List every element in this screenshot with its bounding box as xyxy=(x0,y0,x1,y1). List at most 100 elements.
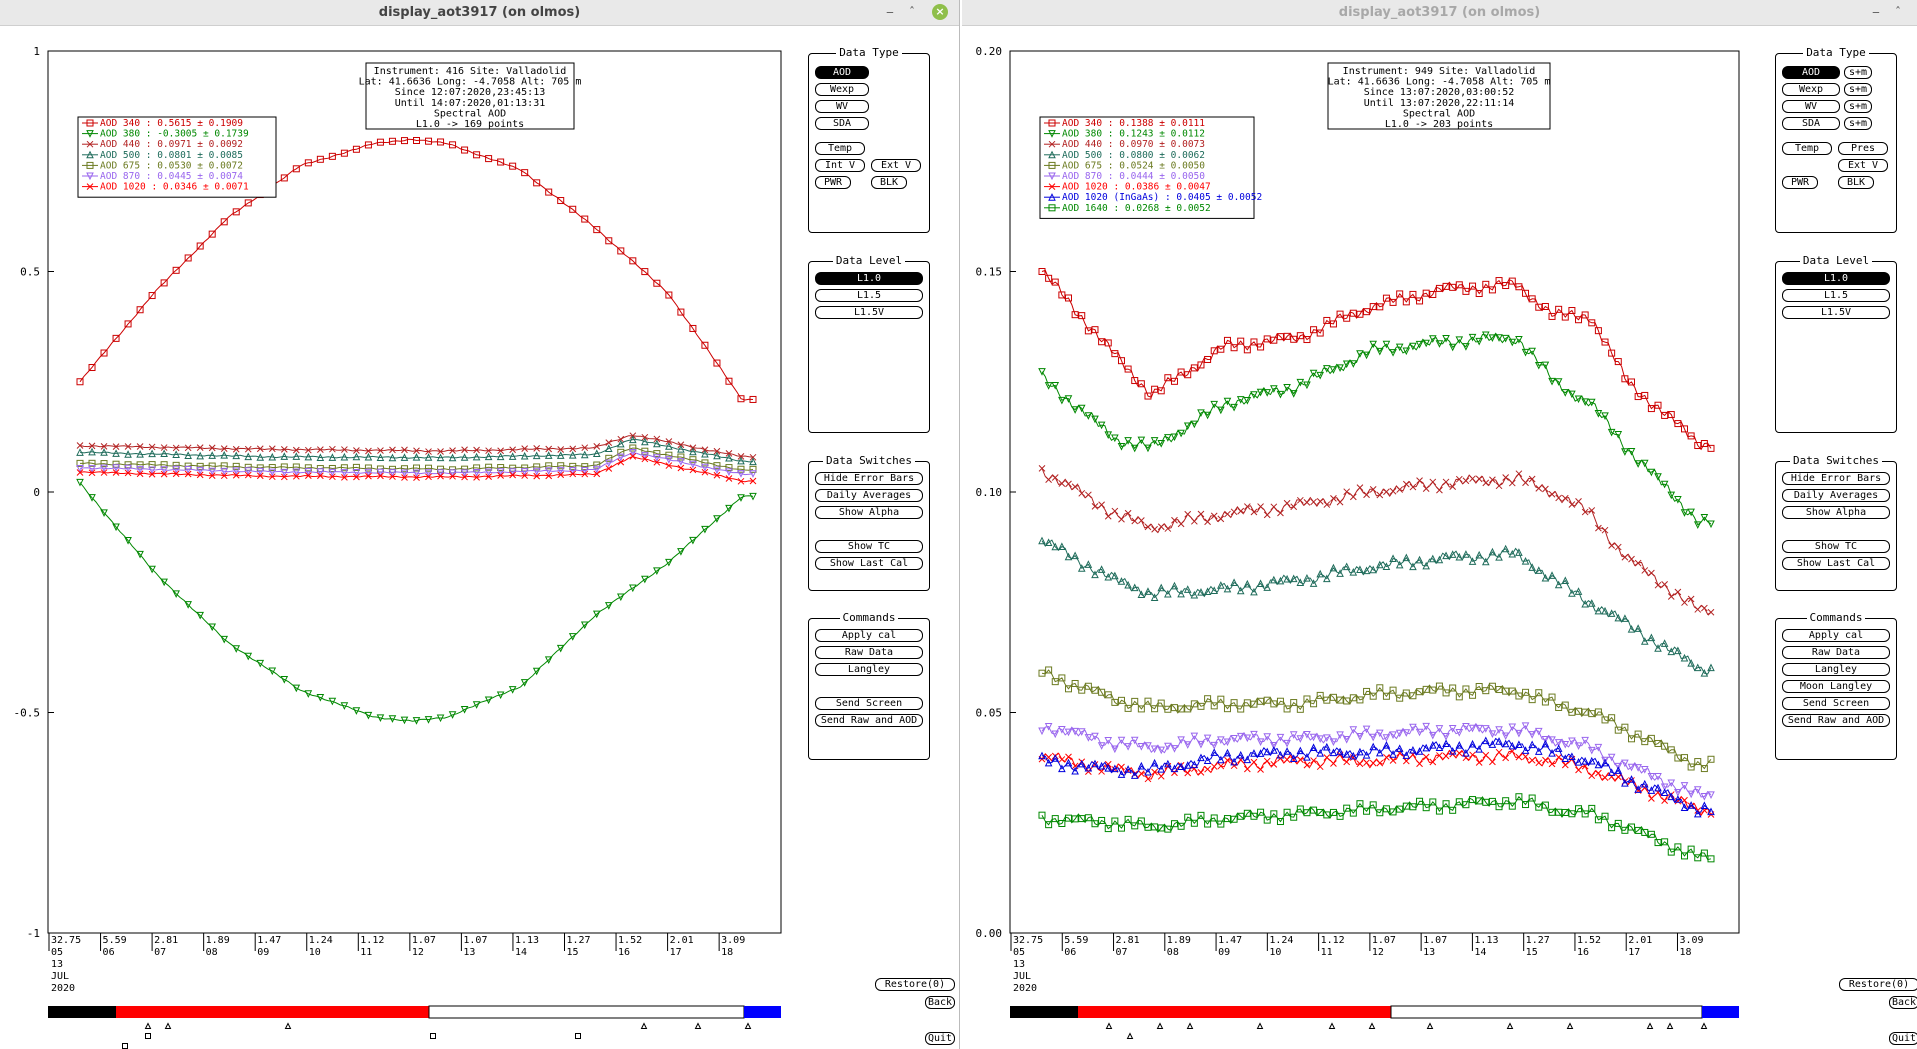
data-type-pwr-button[interactable]: PWR xyxy=(815,176,851,189)
panel-title: Commands xyxy=(1806,611,1866,624)
data-type-aod-button[interactable]: AOD xyxy=(815,66,869,79)
info-line: L1.0 -> 203 points xyxy=(1385,119,1493,130)
apply-cal-button[interactable]: Apply cal xyxy=(1782,629,1890,642)
show-last-cal-button[interactable]: Show Last Cal xyxy=(815,557,923,570)
data-type-ext-v-button[interactable]: Ext V xyxy=(871,159,921,172)
data-level-l1-5v-button[interactable]: L1.5V xyxy=(1782,306,1890,319)
x-tick-hour: 10 xyxy=(309,947,321,958)
sm-sda-button[interactable]: s+m xyxy=(1844,117,1872,130)
info-line: Lat: 41.6636 Long: -4.7058 Alt: 705 m xyxy=(1328,77,1551,88)
restore-button[interactable]: Restore(0) xyxy=(875,978,955,991)
data-type-temp-button[interactable]: Temp xyxy=(815,142,865,155)
x-tick-label: 1.52 xyxy=(1577,935,1601,946)
x-tick-hour: 06 xyxy=(1064,947,1076,958)
x-tick-label: 1.12 xyxy=(1321,935,1345,946)
data-type-aod-button[interactable]: AOD xyxy=(1782,66,1840,79)
data-type-wexp-button[interactable]: Wexp xyxy=(1782,83,1840,96)
info-line: Lat: 41.6636 Long: -4.7058 Alt: 705 m xyxy=(359,77,582,88)
quit-button[interactable]: Quit xyxy=(925,1032,955,1045)
legend-entry: AOD 500 : 0.0800 ± 0.0062 xyxy=(1062,150,1205,161)
legend-entry: AOD 1640 : 0.0268 ± 0.0052 xyxy=(1062,203,1211,214)
time-bar xyxy=(48,1005,781,1019)
x-tick-hour: 09 xyxy=(257,947,269,958)
data-type-ext-v-button[interactable]: Ext V xyxy=(1838,159,1888,172)
panel-title: Data Level xyxy=(832,254,906,267)
hide-error-bars-button[interactable]: Hide Error Bars xyxy=(1782,472,1890,485)
send-screen-button[interactable]: Send Screen xyxy=(1782,697,1890,710)
show-alpha-button[interactable]: Show Alpha xyxy=(1782,506,1890,519)
data-level-l1-5-button[interactable]: L1.5 xyxy=(815,289,923,302)
maximize-icon[interactable]: ˆ xyxy=(1895,5,1901,19)
x-tick-hour: 05 xyxy=(51,947,63,958)
data-type-pres-button[interactable]: Pres xyxy=(1838,142,1888,155)
series-aod-500 xyxy=(76,435,757,466)
data-type-sda-button[interactable]: SDA xyxy=(815,117,869,130)
close-icon[interactable]: × xyxy=(932,4,948,20)
sm-wexp-button[interactable]: s+m xyxy=(1844,83,1872,96)
legend-entry: AOD 675 : 0.0524 ± 0.0050 xyxy=(1062,160,1205,171)
date-label: 13 xyxy=(51,959,63,970)
sm-wv-button[interactable]: s+m xyxy=(1844,100,1872,113)
y-tick-label: 0.15 xyxy=(976,266,1003,279)
hide-error-bars-button[interactable]: Hide Error Bars xyxy=(815,472,923,485)
x-tick-label: 3.09 xyxy=(721,935,745,946)
minimize-icon[interactable]: ‒ xyxy=(1872,5,1880,19)
data-level-l1-5v-button[interactable]: L1.5V xyxy=(815,306,923,319)
date-label: 2020 xyxy=(1013,983,1037,994)
x-tick-hour: 16 xyxy=(1577,947,1589,958)
langley-button[interactable]: Langley xyxy=(815,663,923,676)
legend-entry: AOD 440 : 0.0971 ± 0.0092 xyxy=(100,139,243,150)
time-bar xyxy=(1010,1005,1739,1019)
back-button[interactable]: Back xyxy=(925,996,955,1009)
data-type-sda-button[interactable]: SDA xyxy=(1782,117,1840,130)
legend-entry: AOD 870 : 0.0445 ± 0.0074 xyxy=(100,171,243,182)
x-tick-hour: 13 xyxy=(463,947,475,958)
sm-aod-button[interactable]: s+m xyxy=(1844,66,1872,79)
data-type-wv-button[interactable]: WV xyxy=(1782,100,1840,113)
send-raw-and-aod-button[interactable]: Send Raw and AOD xyxy=(815,714,923,727)
x-tick-hour: 11 xyxy=(1321,947,1333,958)
commands-panel: Commands Apply cal Raw Data Langley Send Scr… xyxy=(808,611,930,760)
info-line: Until 13:07:2020,22:11:14 xyxy=(1364,98,1515,109)
show-last-cal-button[interactable]: Show Last Cal xyxy=(1782,557,1890,570)
x-tick-label: 1.13 xyxy=(1474,935,1498,946)
raw-data-button[interactable]: Raw Data xyxy=(815,646,923,659)
restore-button[interactable]: Restore(0) xyxy=(1839,978,1917,991)
raw-data-button[interactable]: Raw Data xyxy=(1782,646,1890,659)
x-tick-hour: 17 xyxy=(670,947,682,958)
series-aod-870 xyxy=(1038,722,1715,801)
data-type-pwr-button[interactable]: PWR xyxy=(1782,176,1818,189)
x-tick-label: 1.07 xyxy=(412,935,436,946)
panel-title: Data Type xyxy=(836,46,902,59)
data-level-l1-0-button[interactable]: L1.0 xyxy=(1782,272,1890,285)
x-tick-label: 5.59 xyxy=(103,935,127,946)
data-level-l1-5-button[interactable]: L1.5 xyxy=(1782,289,1890,302)
legend-entry: AOD 1020 : 0.0386 ± 0.0047 xyxy=(1062,182,1211,193)
show-tc-button[interactable]: Show TC xyxy=(1782,540,1890,553)
langley-button[interactable]: Langley xyxy=(1782,663,1890,676)
daily-averages-button[interactable]: Daily Averages xyxy=(1782,489,1890,502)
minimize-icon[interactable]: ‒ xyxy=(886,5,894,19)
maximize-icon[interactable]: ˆ xyxy=(909,5,915,19)
apply-cal-button[interactable]: Apply cal xyxy=(815,629,923,642)
data-type-wv-button[interactable]: WV xyxy=(815,100,869,113)
x-tick-label: 5.59 xyxy=(1064,935,1088,946)
data-level-l1-0-button[interactable]: L1.0 xyxy=(815,272,923,285)
data-type-int-v-button[interactable]: Int V xyxy=(815,159,865,172)
data-type-wexp-button[interactable]: Wexp xyxy=(815,83,869,96)
show-tc-button[interactable]: Show TC xyxy=(815,540,923,553)
moon-langley-button[interactable]: Moon Langley xyxy=(1782,680,1890,693)
data-type-blk-button[interactable]: BLK xyxy=(1838,176,1874,189)
daily-averages-button[interactable]: Daily Averages xyxy=(815,489,923,502)
series-aod-870 xyxy=(76,448,757,478)
send-screen-button[interactable]: Send Screen xyxy=(815,697,923,710)
data-type-blk-button[interactable]: BLK xyxy=(871,176,907,189)
quit-button[interactable]: Quit xyxy=(1889,1032,1917,1045)
data-type-temp-button[interactable]: Temp xyxy=(1782,142,1832,155)
show-alpha-button[interactable]: Show Alpha xyxy=(815,506,923,519)
send-raw-and-aod-button[interactable]: Send Raw and AOD xyxy=(1782,714,1890,727)
x-tick-label: 1.47 xyxy=(1218,935,1242,946)
back-button[interactable]: Back xyxy=(1889,996,1917,1009)
